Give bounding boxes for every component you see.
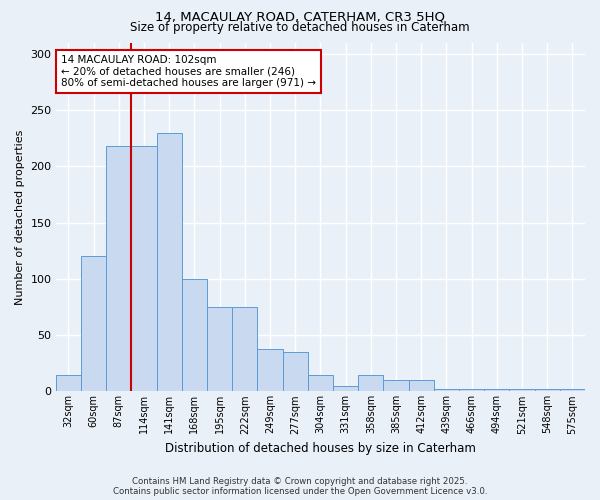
Bar: [106, 146, 131, 392]
Bar: [358, 374, 383, 392]
Bar: [333, 386, 358, 392]
Bar: [434, 389, 459, 392]
Bar: [484, 389, 509, 392]
Y-axis label: Number of detached properties: Number of detached properties: [15, 130, 25, 304]
Text: 14, MACAULAY ROAD, CATERHAM, CR3 5HQ: 14, MACAULAY ROAD, CATERHAM, CR3 5HQ: [155, 10, 445, 23]
Bar: [283, 352, 308, 392]
Bar: [157, 132, 182, 392]
Bar: [131, 146, 157, 392]
Text: Size of property relative to detached houses in Caterham: Size of property relative to detached ho…: [130, 21, 470, 34]
Bar: [182, 279, 207, 392]
Text: 14 MACAULAY ROAD: 102sqm
← 20% of detached houses are smaller (246)
80% of semi-: 14 MACAULAY ROAD: 102sqm ← 20% of detach…: [61, 54, 316, 88]
Bar: [459, 389, 484, 392]
Text: Contains HM Land Registry data © Crown copyright and database right 2025.
Contai: Contains HM Land Registry data © Crown c…: [113, 476, 487, 496]
Bar: [207, 307, 232, 392]
Bar: [535, 389, 560, 392]
Bar: [81, 256, 106, 392]
Bar: [308, 374, 333, 392]
Bar: [383, 380, 409, 392]
Bar: [409, 380, 434, 392]
X-axis label: Distribution of detached houses by size in Caterham: Distribution of detached houses by size …: [165, 442, 476, 455]
Bar: [56, 374, 81, 392]
Bar: [257, 348, 283, 392]
Bar: [560, 389, 585, 392]
Bar: [509, 389, 535, 392]
Bar: [232, 307, 257, 392]
